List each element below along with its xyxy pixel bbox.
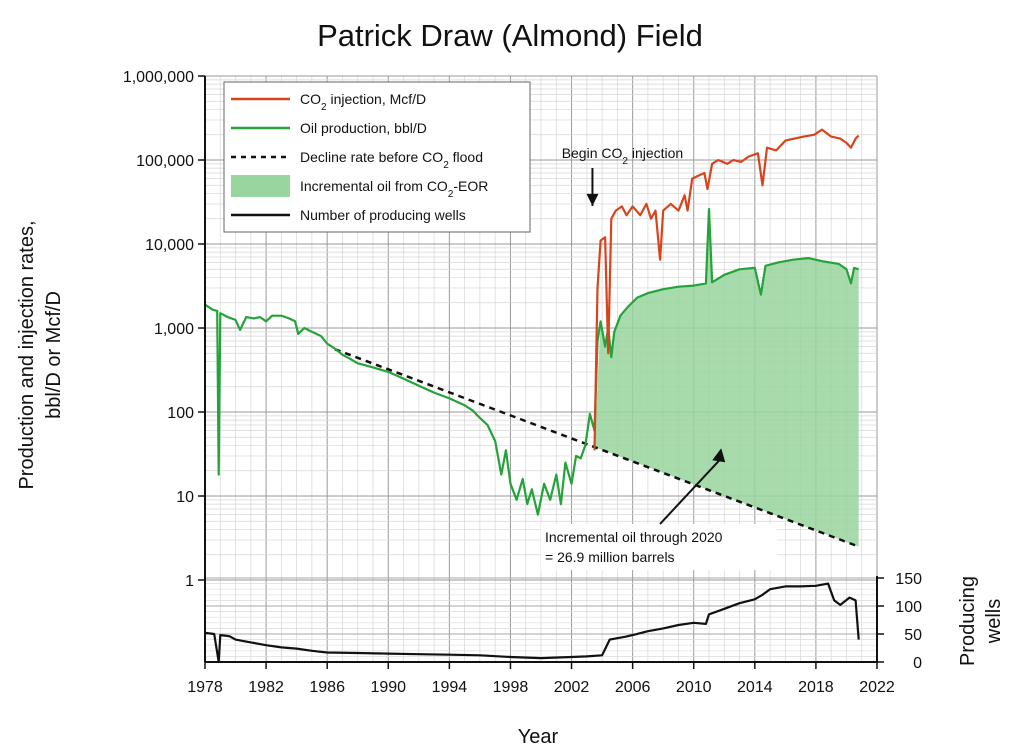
producing-wells-line xyxy=(204,582,860,664)
series-lines xyxy=(204,128,860,664)
x-tick-label: 2022 xyxy=(859,679,895,696)
axes xyxy=(198,75,884,669)
incremental-oil-label-line1: Incremental oil through 2020 xyxy=(545,529,723,545)
legend-entry-label: Decline rate before CO2 flood xyxy=(300,149,483,171)
y-tick-label: 100,000 xyxy=(136,153,194,170)
y2-axis-label-line1: Producing xyxy=(957,576,979,666)
incremental-oil-area xyxy=(594,209,859,547)
x-tick-label: 1990 xyxy=(370,679,406,696)
begin-co2-injection-label: Begin CO2 injection xyxy=(562,145,684,167)
y-tick-label: 1 xyxy=(185,573,194,590)
legend: CO2 injection, Mcf/D Oil production, bbl/… xyxy=(223,81,531,233)
tick-labels: 1978 1982 1986 1990 1994 1998 2002 2006 2010 2014… xyxy=(123,69,922,696)
x-tick-label: 2010 xyxy=(676,679,712,696)
incremental-oil-fill xyxy=(594,209,859,547)
incremental-oil-label-line2: = 26.9 million barrels xyxy=(545,549,675,565)
incremental-arrow-shaft xyxy=(659,457,722,525)
x-axis-label: Year xyxy=(518,726,559,748)
y2-tick-label: 0 xyxy=(913,655,922,672)
y2-tick-label: 100 xyxy=(895,599,922,616)
oil-production-line xyxy=(204,208,860,516)
x-tick-label: 1978 xyxy=(187,679,223,696)
x-tick-label: 2002 xyxy=(554,679,590,696)
y2-tick-label: 50 xyxy=(904,627,922,644)
x-tick-label: 2006 xyxy=(615,679,651,696)
legend-entry-label: Incremental oil from CO2-EOR xyxy=(300,178,488,200)
y2-tick-label: 150 xyxy=(895,571,922,588)
incremental-label-background xyxy=(541,524,777,570)
x-tick-label: 1982 xyxy=(248,679,284,696)
legend-entry-label: Oil production, bbl/D xyxy=(300,120,427,136)
y2-axis-label-line2: wells xyxy=(983,599,1005,644)
y-tick-label: 10 xyxy=(176,489,194,506)
x-tick-label: 2014 xyxy=(737,679,773,696)
y-tick-label: 1,000 xyxy=(154,321,194,338)
begin-injection-arrow-head xyxy=(586,193,599,206)
legend-entry-label: Number of producing wells xyxy=(300,207,466,223)
decline-rate-line xyxy=(334,348,860,548)
y-tick-label: 10,000 xyxy=(145,237,194,254)
legend-entry-label: CO2 injection, Mcf/D xyxy=(300,91,426,113)
y-axis-label-line1: Production and injection rates, xyxy=(16,220,38,489)
x-tick-label: 2018 xyxy=(798,679,834,696)
incremental-arrow-head xyxy=(712,448,726,463)
x-tick-label: 1994 xyxy=(432,679,468,696)
annotations: Begin CO2 injection Incremental oil throu… xyxy=(541,145,777,570)
legend-swatch xyxy=(231,175,290,197)
x-tick-label: 1986 xyxy=(309,679,345,696)
y-tick-label: 100 xyxy=(167,405,194,422)
x-tick-label: 1998 xyxy=(493,679,529,696)
chart-title: Patrick Draw (Almond) Field xyxy=(317,18,703,53)
y-tick-label: 1,000,000 xyxy=(123,69,194,86)
co2-injection-line xyxy=(593,128,860,451)
y-axis-label-line2: bbl/D or Mcf/D xyxy=(43,291,65,419)
